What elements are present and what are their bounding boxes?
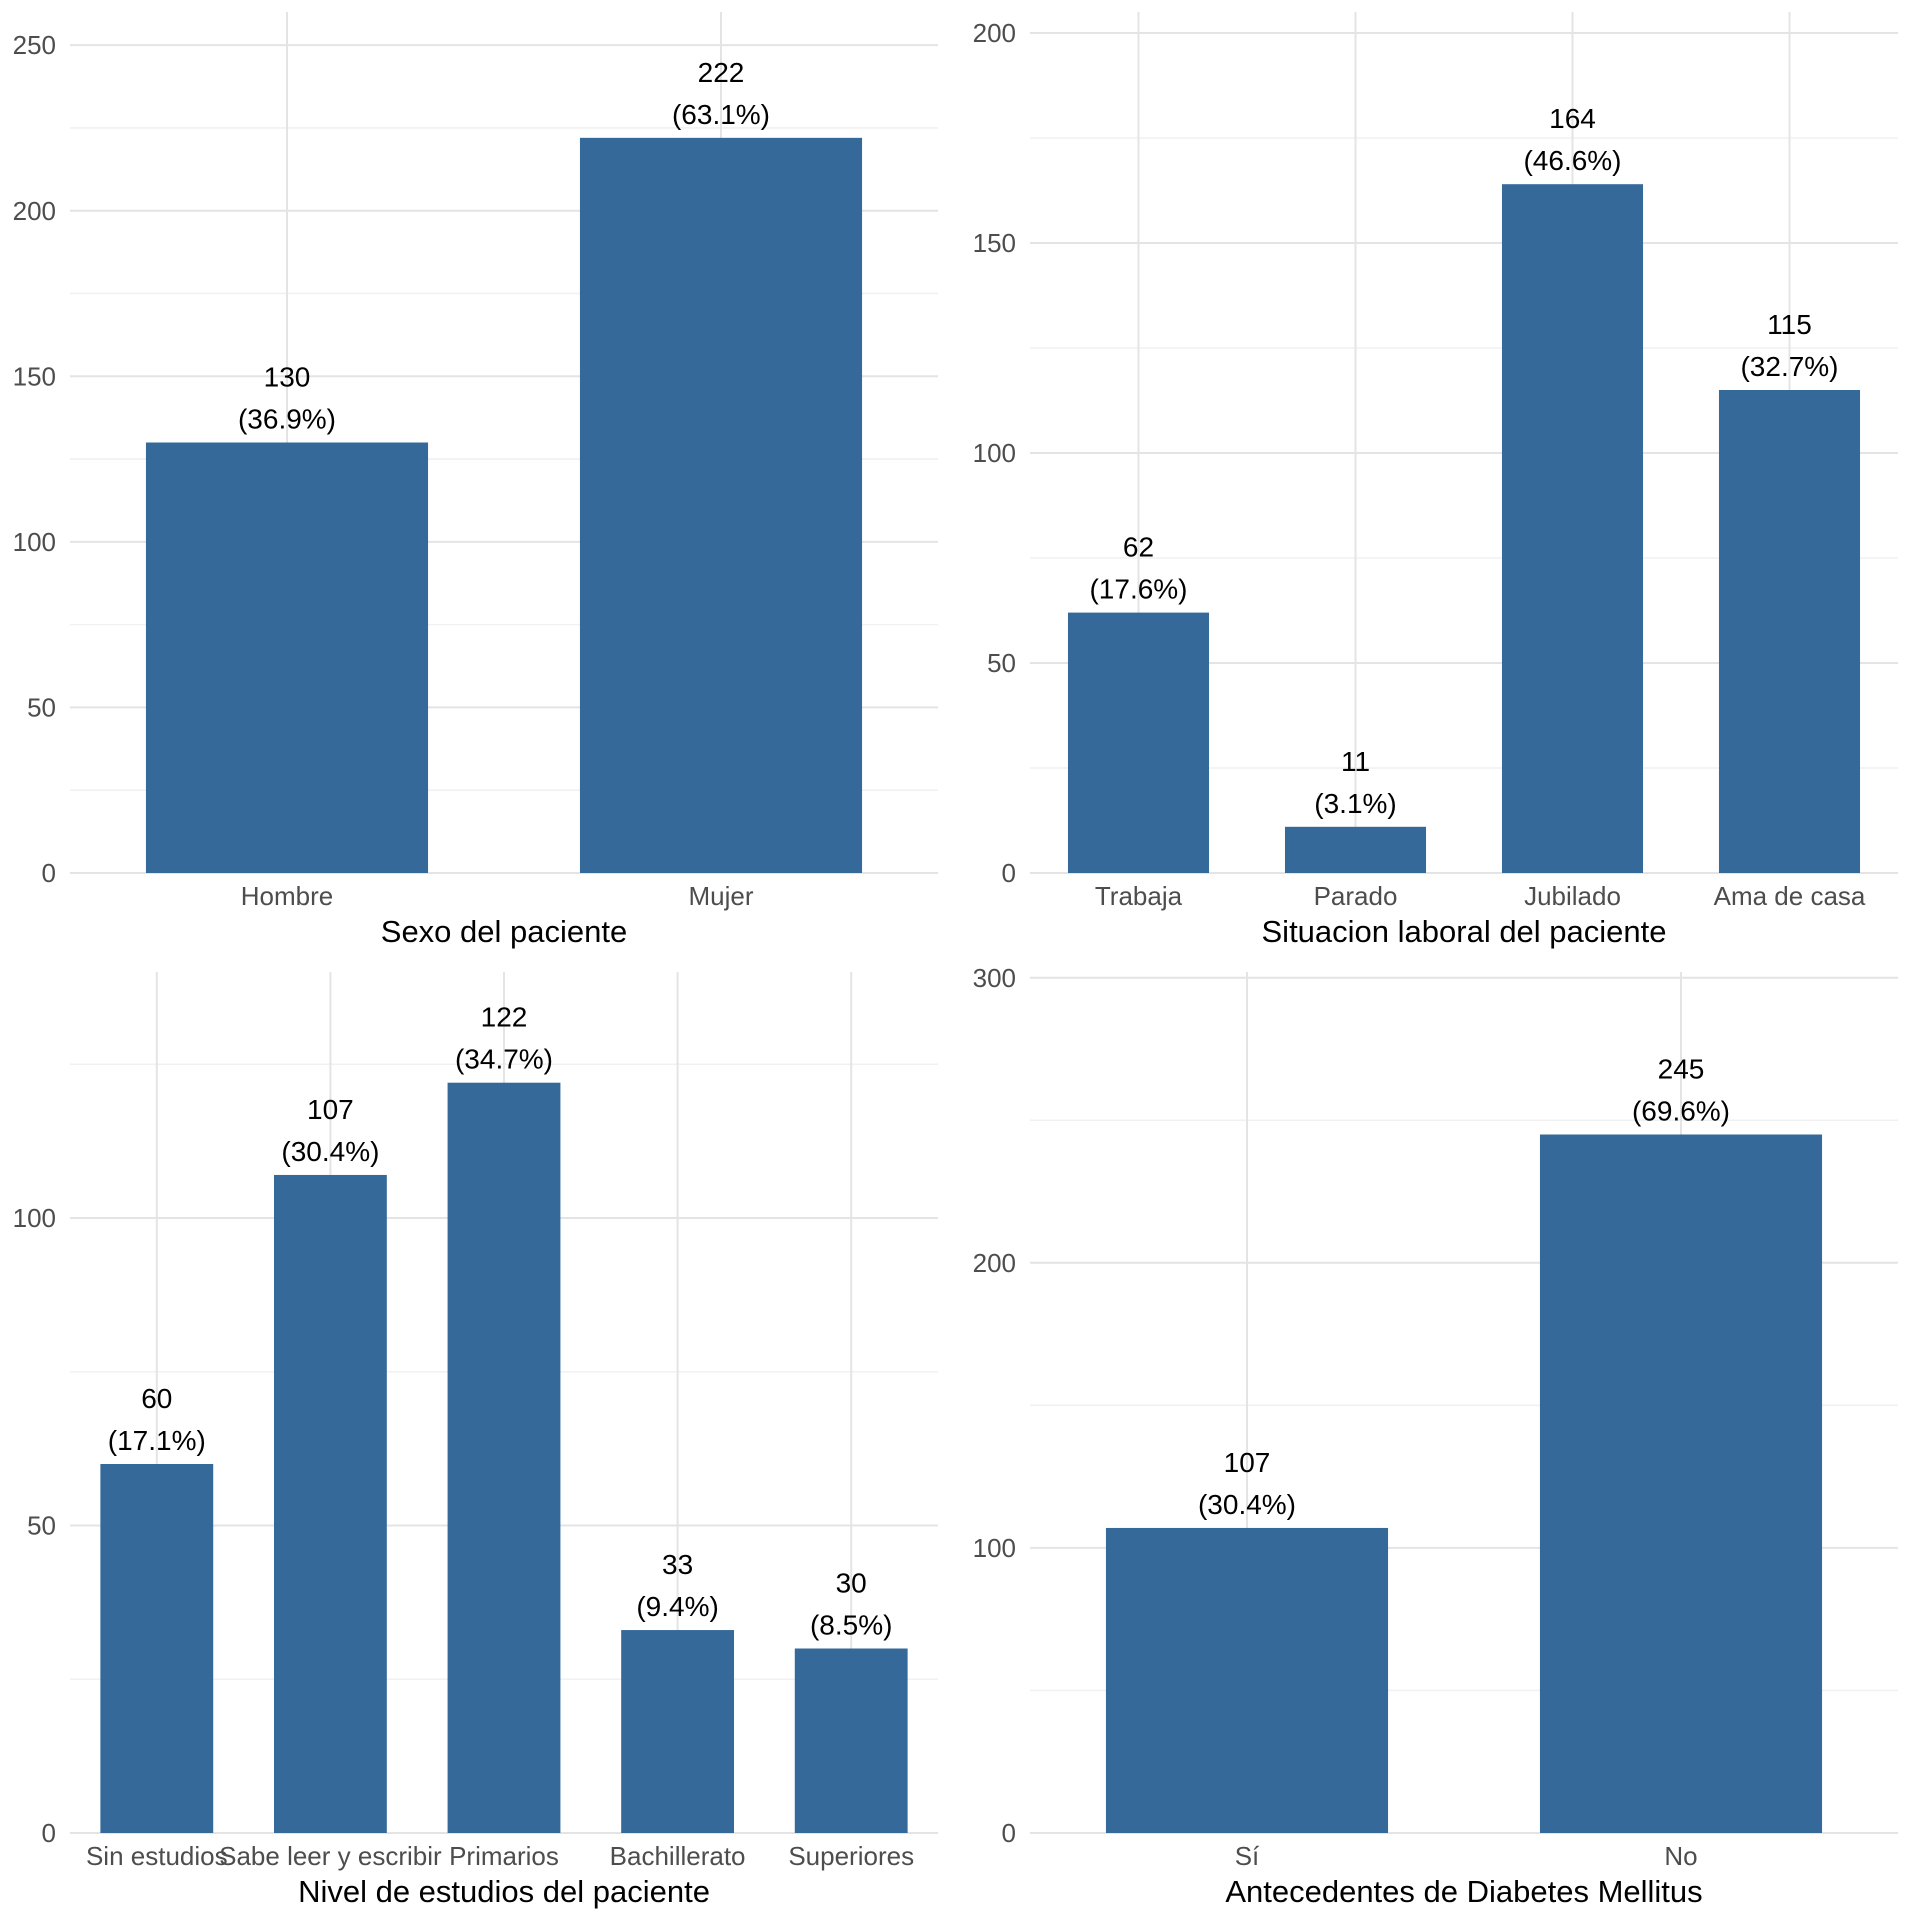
- bar-chart-sexo-del-paciente: 130 (36.9%) 222 (63.1%) 0 50 100 150 200 250 Hombr…: [13, 12, 938, 949]
- bar: [100, 1464, 214, 1833]
- bar: [621, 1630, 735, 1833]
- y-tick-label: 50: [987, 648, 1016, 678]
- bar-value-label: 222: [698, 57, 745, 88]
- y-tick-label: 100: [13, 527, 56, 557]
- y-tick-label: 150: [13, 361, 56, 391]
- bar-pct-label: (36.9%): [238, 404, 336, 435]
- y-tick-label: 0: [1002, 858, 1016, 888]
- bar-pct-label: (46.6%): [1523, 145, 1621, 176]
- bar-value-label: 164: [1549, 103, 1596, 134]
- x-axis-title: Nivel de estudios del paciente: [298, 1874, 710, 1909]
- bar-value-label: 245: [1658, 1054, 1705, 1085]
- bar: [579, 137, 863, 874]
- x-category-label: Mujer: [688, 881, 753, 911]
- x-category-label: Hombre: [241, 881, 333, 911]
- chart-cell-sexo: 130 (36.9%) 222 (63.1%) 0 50 100 150 200 250 Hombr…: [0, 0, 960, 960]
- bar: [1105, 1527, 1389, 1833]
- y-tick-label: 50: [27, 693, 56, 723]
- x-category-label: Primarios: [449, 1841, 559, 1871]
- x-category-label: Superiores: [788, 1841, 914, 1871]
- bar-chart-nivel-de-estudios: 60 (17.1%) 107 (30.4%) 122 (34.7%) 33 (9.4%) 30 (…: [13, 972, 938, 1909]
- y-tick-label: 0: [1002, 1818, 1016, 1848]
- bar-value-label: 33: [662, 1549, 693, 1580]
- y-tick-label: 100: [13, 1203, 56, 1233]
- y-tick-label: 150: [973, 228, 1016, 258]
- bar-pct-label: (69.6%): [1632, 1096, 1730, 1127]
- y-tick-label: 200: [973, 18, 1016, 48]
- bar: [145, 442, 429, 873]
- bar-pct-label: (3.1%): [1314, 788, 1396, 819]
- x-category-label: Sin estudios: [86, 1841, 228, 1871]
- bar-pct-label: (30.4%): [1198, 1489, 1296, 1520]
- y-tick-label: 250: [13, 30, 56, 60]
- bar-value-label: 107: [1224, 1447, 1271, 1478]
- y-tick-label: 0: [42, 1818, 56, 1848]
- x-category-label: No: [1664, 1841, 1697, 1871]
- chart-cell-situacion-laboral: 62 (17.6%) 11 (3.1%) 164 (46.6%) 115 (32.7%) 0 50…: [960, 0, 1920, 960]
- bar: [1501, 184, 1644, 873]
- y-tick-label: 200: [973, 1248, 1016, 1278]
- bar-value-label: 130: [264, 362, 311, 393]
- bar: [273, 1174, 387, 1833]
- bar-chart-situacion-laboral: 62 (17.6%) 11 (3.1%) 164 (46.6%) 115 (32.7%) 0 50…: [973, 12, 1898, 949]
- bar-value-label: 62: [1123, 532, 1154, 563]
- chart-cell-diabetes: 107 (30.4%) 245 (69.6%) 0 100 200 300 Sí No Antece…: [960, 960, 1920, 1920]
- bar-pct-label: (17.6%): [1089, 574, 1187, 605]
- bar: [794, 1648, 908, 1833]
- bar: [1718, 390, 1861, 873]
- y-tick-label: 50: [27, 1511, 56, 1541]
- x-axis-title: Antecedentes de Diabetes Mellitus: [1225, 1874, 1702, 1909]
- bar-pct-label: (63.1%): [672, 99, 770, 130]
- bar-value-label: 60: [141, 1383, 172, 1414]
- x-category-label: Ama de casa: [1714, 881, 1866, 911]
- x-category-label: Sabe leer y escribir: [219, 1841, 442, 1871]
- y-tick-label: 100: [973, 438, 1016, 468]
- bar-value-label: 107: [307, 1094, 354, 1125]
- x-category-label: Sí: [1235, 1841, 1260, 1871]
- bar: [447, 1082, 561, 1833]
- x-category-label: Bachillerato: [610, 1841, 746, 1871]
- bar: [1067, 612, 1210, 873]
- bar-pct-label: (8.5%): [810, 1610, 892, 1641]
- bar-value-label: 11: [1341, 746, 1370, 777]
- bar-pct-label: (9.4%): [636, 1591, 718, 1622]
- y-tick-label: 300: [973, 963, 1016, 993]
- bar-value-label: 115: [1767, 309, 1812, 340]
- bar-pct-label: (17.1%): [108, 1425, 206, 1456]
- bar-pct-label: (30.4%): [281, 1136, 379, 1167]
- bar-value-label: 122: [481, 1002, 528, 1033]
- y-tick-label: 100: [973, 1533, 1016, 1563]
- x-category-label: Trabaja: [1095, 881, 1183, 911]
- bar-chart-antecedentes-diabetes: 107 (30.4%) 245 (69.6%) 0 100 200 300 Sí NoAntece…: [973, 963, 1898, 1909]
- x-category-label: Parado: [1314, 881, 1398, 911]
- x-axis-title: Situacion laboral del paciente: [1262, 914, 1667, 949]
- bar: [1284, 826, 1427, 873]
- x-axis-title: Sexo del paciente: [381, 914, 627, 949]
- y-tick-label: 0: [42, 858, 56, 888]
- chart-cell-nivel-estudios: 60 (17.1%) 107 (30.4%) 122 (34.7%) 33 (9.4%) 30 (…: [0, 960, 960, 1920]
- bar: [1539, 1134, 1823, 1833]
- x-category-label: Jubilado: [1524, 881, 1621, 911]
- bar-pct-label: (32.7%): [1740, 351, 1838, 382]
- bar-value-label: 30: [836, 1568, 867, 1599]
- bar-pct-label: (34.7%): [455, 1044, 553, 1075]
- y-tick-label: 200: [13, 196, 56, 226]
